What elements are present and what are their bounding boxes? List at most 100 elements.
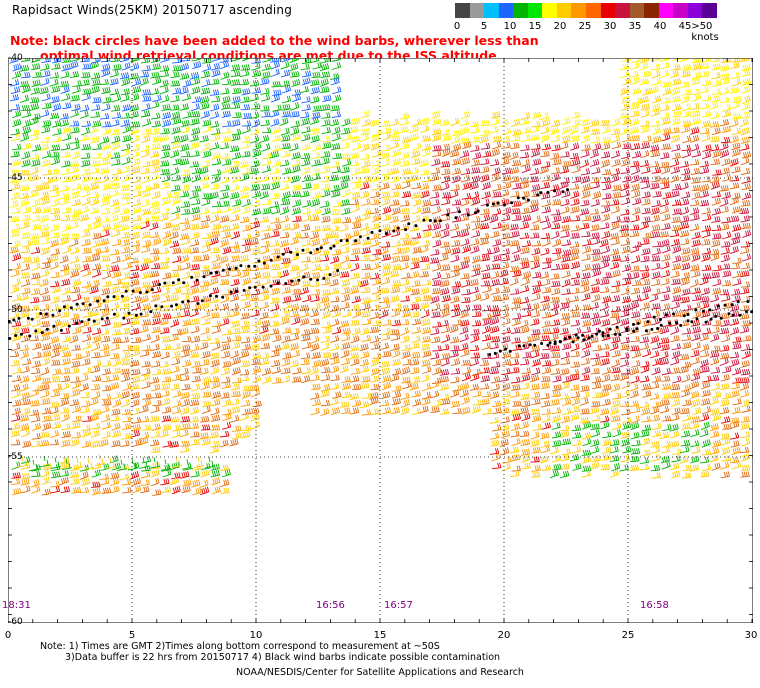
wind-barb (290, 110, 300, 118)
legend-label: 10 (503, 21, 517, 32)
wind-barb (41, 125, 51, 134)
wind-barb (701, 319, 712, 326)
wind-barb (259, 190, 269, 200)
wind-barb (412, 142, 422, 151)
wind-barb (101, 270, 112, 280)
wind-barb (629, 70, 639, 78)
wind-barb (99, 167, 110, 175)
wind-barb (372, 248, 382, 256)
wind-barb (502, 181, 512, 190)
wind-barb (320, 342, 330, 351)
wind-barb (110, 343, 120, 351)
wind-barb (529, 134, 540, 142)
wind-barb (641, 207, 651, 215)
wind-barb (739, 382, 750, 391)
wind-barb (410, 257, 420, 264)
wind-barb (49, 239, 59, 248)
contamination-flag-dot (276, 281, 280, 285)
wind-barb (432, 239, 442, 248)
wind-barb (119, 72, 130, 80)
wind-barb (70, 478, 80, 486)
wind-barb (539, 112, 549, 120)
contamination-flag-dot (181, 300, 185, 304)
wind-barb (511, 413, 522, 422)
contamination-flag-dot (636, 321, 640, 325)
wind-barb (660, 112, 670, 119)
wind-barb (141, 360, 151, 368)
lon-label: 0 (4, 630, 12, 641)
wind-barb (230, 102, 241, 110)
wind-barb (460, 396, 470, 405)
wind-barb (181, 423, 191, 430)
wind-barb (570, 311, 581, 318)
wind-barb (691, 150, 702, 158)
wind-barb (52, 128, 62, 136)
wind-barb (592, 391, 602, 399)
wind-barb (10, 359, 20, 367)
wind-barb (741, 438, 751, 447)
wind-barb (740, 136, 751, 144)
wind-barb (101, 421, 111, 430)
contamination-flag-dot (679, 323, 683, 327)
wind-barb (189, 247, 200, 254)
wind-barb (80, 304, 91, 311)
wind-barb (641, 415, 651, 423)
wind-barb (190, 127, 201, 136)
contamination-flag-dot (522, 196, 526, 200)
wind-barb (581, 319, 592, 327)
wind-barb (391, 255, 401, 264)
wind-barb (50, 486, 61, 494)
wind-barb (649, 392, 660, 400)
wind-barb (671, 263, 682, 271)
wind-barb (221, 224, 231, 232)
wind-barb (40, 63, 50, 72)
wind-barb (39, 439, 50, 447)
wind-barb (331, 309, 341, 318)
wind-barb (601, 374, 611, 383)
contamination-flag-dot (234, 266, 238, 270)
wind-barb (69, 334, 79, 344)
wind-barb (199, 174, 210, 182)
wind-barb (28, 459, 40, 472)
wind-barb (342, 262, 352, 271)
wind-barb (590, 439, 600, 447)
wind-barb (40, 246, 51, 256)
wind-barb (209, 431, 219, 439)
wind-barb (721, 103, 731, 112)
wind-barb (729, 215, 740, 222)
wind-barb (211, 390, 221, 399)
wind-barb (699, 350, 710, 358)
wind-barb (491, 167, 501, 176)
wind-barb (560, 367, 570, 376)
wind-barb (270, 192, 280, 200)
wind-barb (29, 304, 40, 311)
wind-barb (30, 247, 41, 254)
wind-barb (741, 64, 751, 71)
wind-barb (482, 248, 492, 256)
wind-barb (211, 262, 221, 270)
contamination-flag-dot (488, 353, 492, 356)
wind-barb (220, 71, 230, 80)
wind-barb (582, 421, 592, 430)
wind-barb (30, 399, 40, 407)
wind-barb (261, 165, 271, 174)
wind-barb (341, 382, 352, 390)
wind-barb (512, 214, 522, 222)
wind-barb (590, 445, 600, 455)
wind-barb (310, 294, 320, 303)
wind-barb (610, 311, 620, 319)
wind-barb (142, 184, 152, 192)
wind-barb (709, 396, 719, 406)
wind-barb (152, 94, 162, 102)
wind-barb (690, 356, 700, 366)
wind-barb (380, 182, 390, 190)
wind-barb (502, 206, 512, 215)
wind-barb (280, 316, 290, 326)
contamination-flag-dot (316, 278, 320, 282)
wind-barb (519, 285, 530, 294)
wind-barb (111, 391, 122, 400)
wind-barb (332, 263, 342, 270)
wind-barb (149, 231, 160, 239)
wind-barb (19, 350, 29, 359)
wind-barb (302, 182, 312, 190)
